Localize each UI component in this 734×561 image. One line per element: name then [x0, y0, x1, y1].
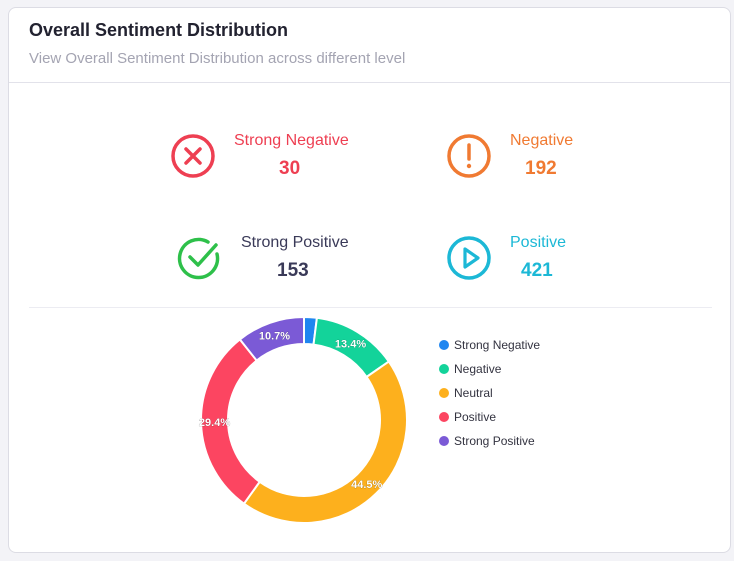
legend-item-positive[interactable]: Positive — [439, 405, 540, 429]
legend-color-dot — [439, 388, 449, 398]
legend-color-dot — [439, 364, 449, 374]
legend-label: Positive — [454, 410, 497, 424]
legend-label: Negative — [454, 362, 502, 376]
card-header: Overall Sentiment Distribution View Over… — [9, 8, 730, 83]
donut-data-label: 13.4% — [335, 339, 366, 351]
stat-label: Strong Negative — [234, 132, 349, 149]
donut-slice-strong-positive[interactable] — [238, 315, 305, 362]
legend-item-neutral[interactable]: Neutral — [439, 381, 540, 405]
legend-label: Neutral — [454, 386, 493, 400]
play-circle-icon — [447, 236, 491, 280]
donut-chart: 13.4% 44.5% 29.4% 10.7% — [199, 315, 408, 524]
stat-value: 421 — [521, 260, 553, 281]
chart-legend: Strong Negative Negative Neutral Positive St… — [439, 333, 540, 453]
stat-value: 192 — [525, 158, 557, 179]
donut-data-label: 10.7% — [259, 331, 290, 343]
card-subtitle: View Overall Sentiment Distribution acro… — [29, 50, 406, 67]
divider — [29, 307, 712, 308]
stat-label: Positive — [510, 234, 567, 251]
x-circle-icon — [171, 134, 215, 178]
legend-label: Strong Positive — [454, 434, 535, 448]
donut-data-label: 29.4% — [199, 417, 230, 429]
donut-data-label: 44.5% — [351, 479, 382, 491]
stat-value: 153 — [277, 260, 309, 281]
legend-color-dot — [439, 412, 449, 422]
legend-item-strong-negative[interactable]: Strong Negative — [439, 333, 540, 357]
exclamation-circle-icon — [447, 134, 491, 178]
donut-slice-neutral[interactable] — [242, 360, 408, 524]
legend-label: Strong Negative — [454, 338, 541, 352]
legend-color-dot — [439, 436, 449, 446]
legend-item-negative[interactable]: Negative — [439, 357, 540, 381]
stat-value: 30 — [279, 158, 301, 179]
check-circle-icon — [177, 237, 220, 280]
sentiment-card: Overall Sentiment Distribution View Over… — [8, 7, 731, 553]
stat-label: Strong Positive — [241, 234, 349, 251]
legend-color-dot — [439, 340, 449, 350]
stat-label: Negative — [510, 132, 574, 149]
card-title: Overall Sentiment Distribution — [29, 20, 289, 40]
legend-item-strong-positive[interactable]: Strong Positive — [439, 429, 540, 453]
